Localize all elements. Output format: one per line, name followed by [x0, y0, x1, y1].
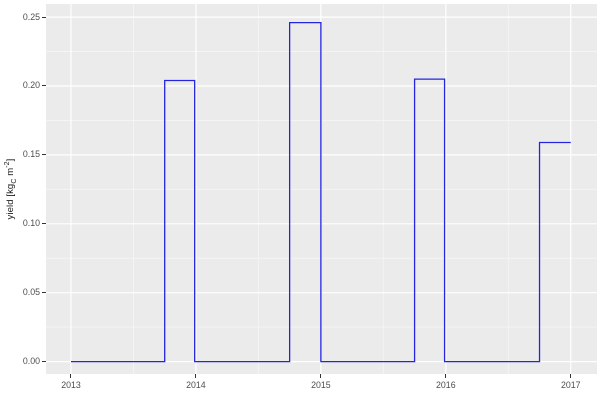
y-axis-tick-label: 0.25 — [22, 11, 40, 22]
y-axis-tick-mark — [42, 361, 46, 363]
x-axis-tick-mark — [320, 374, 322, 378]
x-axis-tick-label: 2013 — [61, 380, 81, 390]
x-axis-tick-mark — [445, 374, 447, 378]
step-line-svg — [46, 4, 597, 374]
series-line-yield — [70, 21, 571, 363]
plot-panel — [46, 4, 597, 374]
y-axis-tick-mark — [42, 85, 46, 87]
x-axis-tick-label: 2016 — [436, 380, 456, 390]
y-axis-tick-label: 0.05 — [22, 287, 40, 298]
x-axis-tick-mark — [195, 374, 197, 378]
y-title-subscript: C — [11, 178, 19, 184]
y-axis-tick-label: 0.00 — [22, 356, 40, 367]
y-axis-tick-label: 0.15 — [22, 149, 40, 160]
x-axis-tick-label: 2015 — [311, 380, 331, 390]
x-axis-tick-mark — [70, 374, 72, 378]
y-title-prefix: yield [kg — [5, 183, 17, 220]
x-axis-tick-label: 2014 — [186, 380, 206, 390]
y-axis-tick-mark — [42, 16, 46, 18]
y-axis-tick-label: 0.10 — [22, 218, 40, 229]
y-axis-tick-mark — [42, 223, 46, 225]
y-axis-title: yield [kgC m-2] — [4, 159, 18, 220]
x-axis-tick-mark — [570, 374, 572, 378]
y-axis-tick-mark — [42, 292, 46, 294]
x-axis-tick-label: 2017 — [560, 380, 581, 390]
y-axis-tick-mark — [42, 154, 46, 156]
y-title-superscript: -2 — [3, 161, 11, 168]
y-title-mid: m — [5, 167, 17, 179]
y-axis-tick-label: 0.20 — [22, 80, 40, 91]
